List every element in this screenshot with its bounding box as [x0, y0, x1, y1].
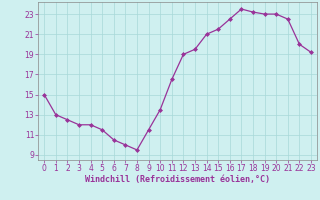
X-axis label: Windchill (Refroidissement éolien,°C): Windchill (Refroidissement éolien,°C) [85, 175, 270, 184]
